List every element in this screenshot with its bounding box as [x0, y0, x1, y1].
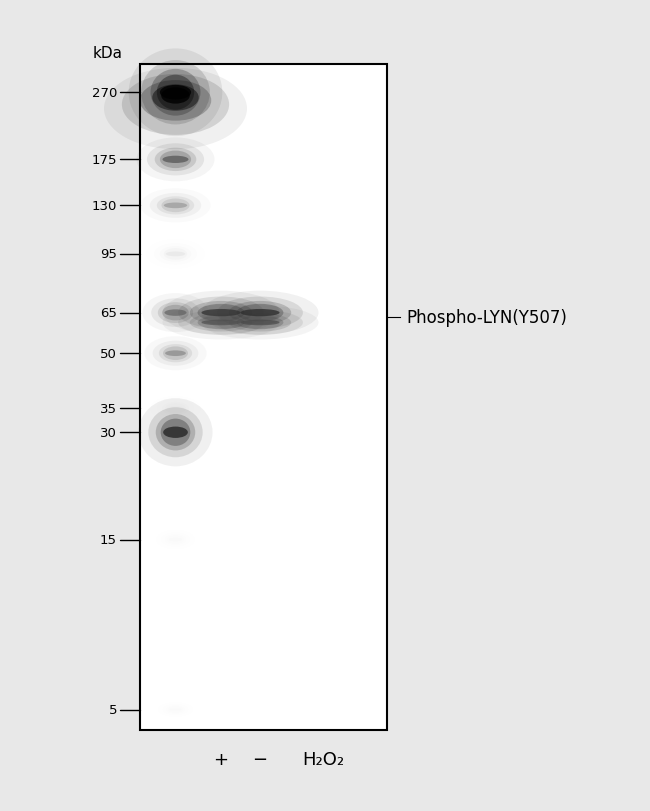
Ellipse shape [148, 408, 203, 457]
Ellipse shape [157, 197, 194, 215]
Ellipse shape [156, 414, 195, 451]
Text: 50: 50 [100, 347, 117, 360]
Text: H₂O₂: H₂O₂ [302, 750, 344, 768]
Ellipse shape [169, 539, 182, 542]
Ellipse shape [147, 144, 204, 176]
Ellipse shape [190, 314, 252, 333]
Ellipse shape [155, 148, 196, 172]
Ellipse shape [129, 49, 222, 137]
Ellipse shape [161, 419, 190, 446]
Ellipse shape [190, 302, 252, 325]
Text: kDa: kDa [92, 46, 122, 61]
Ellipse shape [159, 345, 192, 363]
Ellipse shape [104, 69, 247, 150]
Ellipse shape [202, 291, 318, 335]
Text: 35: 35 [100, 402, 117, 415]
Ellipse shape [122, 75, 229, 135]
Text: 270: 270 [92, 87, 117, 100]
Ellipse shape [163, 427, 188, 439]
Ellipse shape [158, 303, 193, 324]
Ellipse shape [140, 81, 211, 122]
Ellipse shape [170, 709, 181, 711]
Ellipse shape [178, 311, 264, 336]
Ellipse shape [237, 304, 283, 322]
Ellipse shape [160, 247, 191, 262]
Ellipse shape [162, 291, 280, 335]
Ellipse shape [198, 316, 244, 330]
Text: 65: 65 [100, 307, 117, 320]
Text: 5: 5 [109, 703, 117, 716]
Ellipse shape [151, 70, 200, 117]
Ellipse shape [136, 138, 214, 182]
Ellipse shape [165, 404, 186, 414]
Ellipse shape [178, 297, 264, 329]
Ellipse shape [198, 304, 244, 322]
Ellipse shape [162, 306, 280, 340]
Text: +: + [213, 750, 229, 768]
Ellipse shape [167, 407, 184, 411]
Ellipse shape [151, 299, 200, 328]
Ellipse shape [138, 399, 213, 467]
Ellipse shape [202, 310, 240, 317]
Ellipse shape [217, 297, 303, 329]
Ellipse shape [240, 310, 280, 317]
Ellipse shape [164, 249, 187, 260]
Ellipse shape [142, 294, 209, 333]
Ellipse shape [229, 314, 291, 333]
Ellipse shape [161, 88, 190, 105]
Ellipse shape [141, 61, 210, 125]
Ellipse shape [163, 347, 188, 361]
Ellipse shape [240, 320, 280, 326]
Ellipse shape [217, 311, 303, 336]
Text: 95: 95 [100, 248, 117, 261]
Ellipse shape [165, 351, 186, 357]
Ellipse shape [162, 306, 188, 321]
Ellipse shape [153, 341, 198, 367]
Ellipse shape [164, 310, 187, 316]
Ellipse shape [202, 306, 318, 340]
Text: 175: 175 [92, 153, 117, 166]
Ellipse shape [152, 85, 199, 112]
Ellipse shape [157, 75, 194, 110]
Ellipse shape [160, 152, 191, 169]
Text: Phospho-LYN(Y507): Phospho-LYN(Y507) [406, 309, 567, 327]
Ellipse shape [237, 316, 283, 330]
Text: −: − [252, 750, 268, 768]
Ellipse shape [162, 157, 188, 164]
Ellipse shape [150, 194, 202, 219]
Bar [140, 65, 387, 730]
Ellipse shape [161, 200, 190, 213]
Ellipse shape [202, 320, 240, 326]
Text: 30: 30 [100, 427, 117, 440]
Ellipse shape [160, 86, 191, 101]
Text: 130: 130 [92, 200, 117, 212]
Ellipse shape [166, 252, 185, 257]
Ellipse shape [229, 302, 291, 325]
Ellipse shape [164, 204, 187, 209]
Text: 15: 15 [100, 534, 117, 547]
